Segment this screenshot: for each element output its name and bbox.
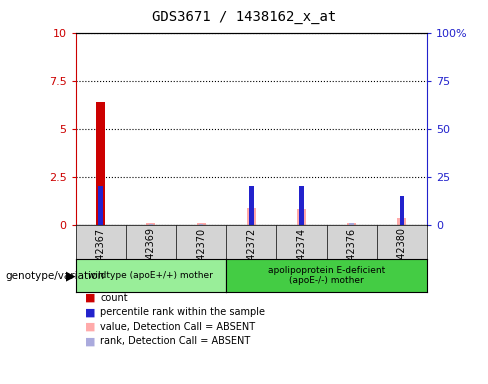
Text: GSM142380: GSM142380 xyxy=(397,227,407,286)
Bar xyxy=(400,222,404,225)
Text: GDS3671 / 1438162_x_at: GDS3671 / 1438162_x_at xyxy=(152,10,336,23)
Bar xyxy=(249,186,254,225)
Text: GSM142372: GSM142372 xyxy=(246,227,256,286)
Text: percentile rank within the sample: percentile rank within the sample xyxy=(100,307,265,317)
Text: ■: ■ xyxy=(85,322,96,332)
Text: value, Detection Call = ABSENT: value, Detection Call = ABSENT xyxy=(100,322,255,332)
Bar xyxy=(349,223,354,225)
Text: ■: ■ xyxy=(85,293,96,303)
Text: ▶: ▶ xyxy=(66,269,76,282)
Bar xyxy=(197,223,205,225)
Bar xyxy=(297,210,306,225)
Bar xyxy=(397,218,407,225)
Bar xyxy=(400,196,404,225)
Bar xyxy=(247,209,256,225)
Text: GSM142367: GSM142367 xyxy=(96,227,106,286)
Bar xyxy=(96,102,105,225)
Text: GSM142369: GSM142369 xyxy=(146,227,156,286)
Text: rank, Detection Call = ABSENT: rank, Detection Call = ABSENT xyxy=(100,336,250,346)
Text: genotype/variation: genotype/variation xyxy=(5,270,104,281)
Bar xyxy=(199,223,203,225)
Text: wildtype (apoE+/+) mother: wildtype (apoE+/+) mother xyxy=(88,271,213,280)
Text: ■: ■ xyxy=(85,307,96,317)
Bar xyxy=(299,186,304,225)
Bar xyxy=(347,223,356,225)
Bar xyxy=(146,223,156,225)
Bar xyxy=(149,224,153,225)
Text: apolipoprotein E-deficient
(apoE-/-) mother: apolipoprotein E-deficient (apoE-/-) mot… xyxy=(268,266,385,285)
Text: ■: ■ xyxy=(85,336,96,346)
Bar xyxy=(99,186,103,225)
Text: GSM142370: GSM142370 xyxy=(196,227,206,286)
Text: GSM142374: GSM142374 xyxy=(297,227,306,286)
Text: GSM142376: GSM142376 xyxy=(346,227,357,286)
Text: count: count xyxy=(100,293,128,303)
